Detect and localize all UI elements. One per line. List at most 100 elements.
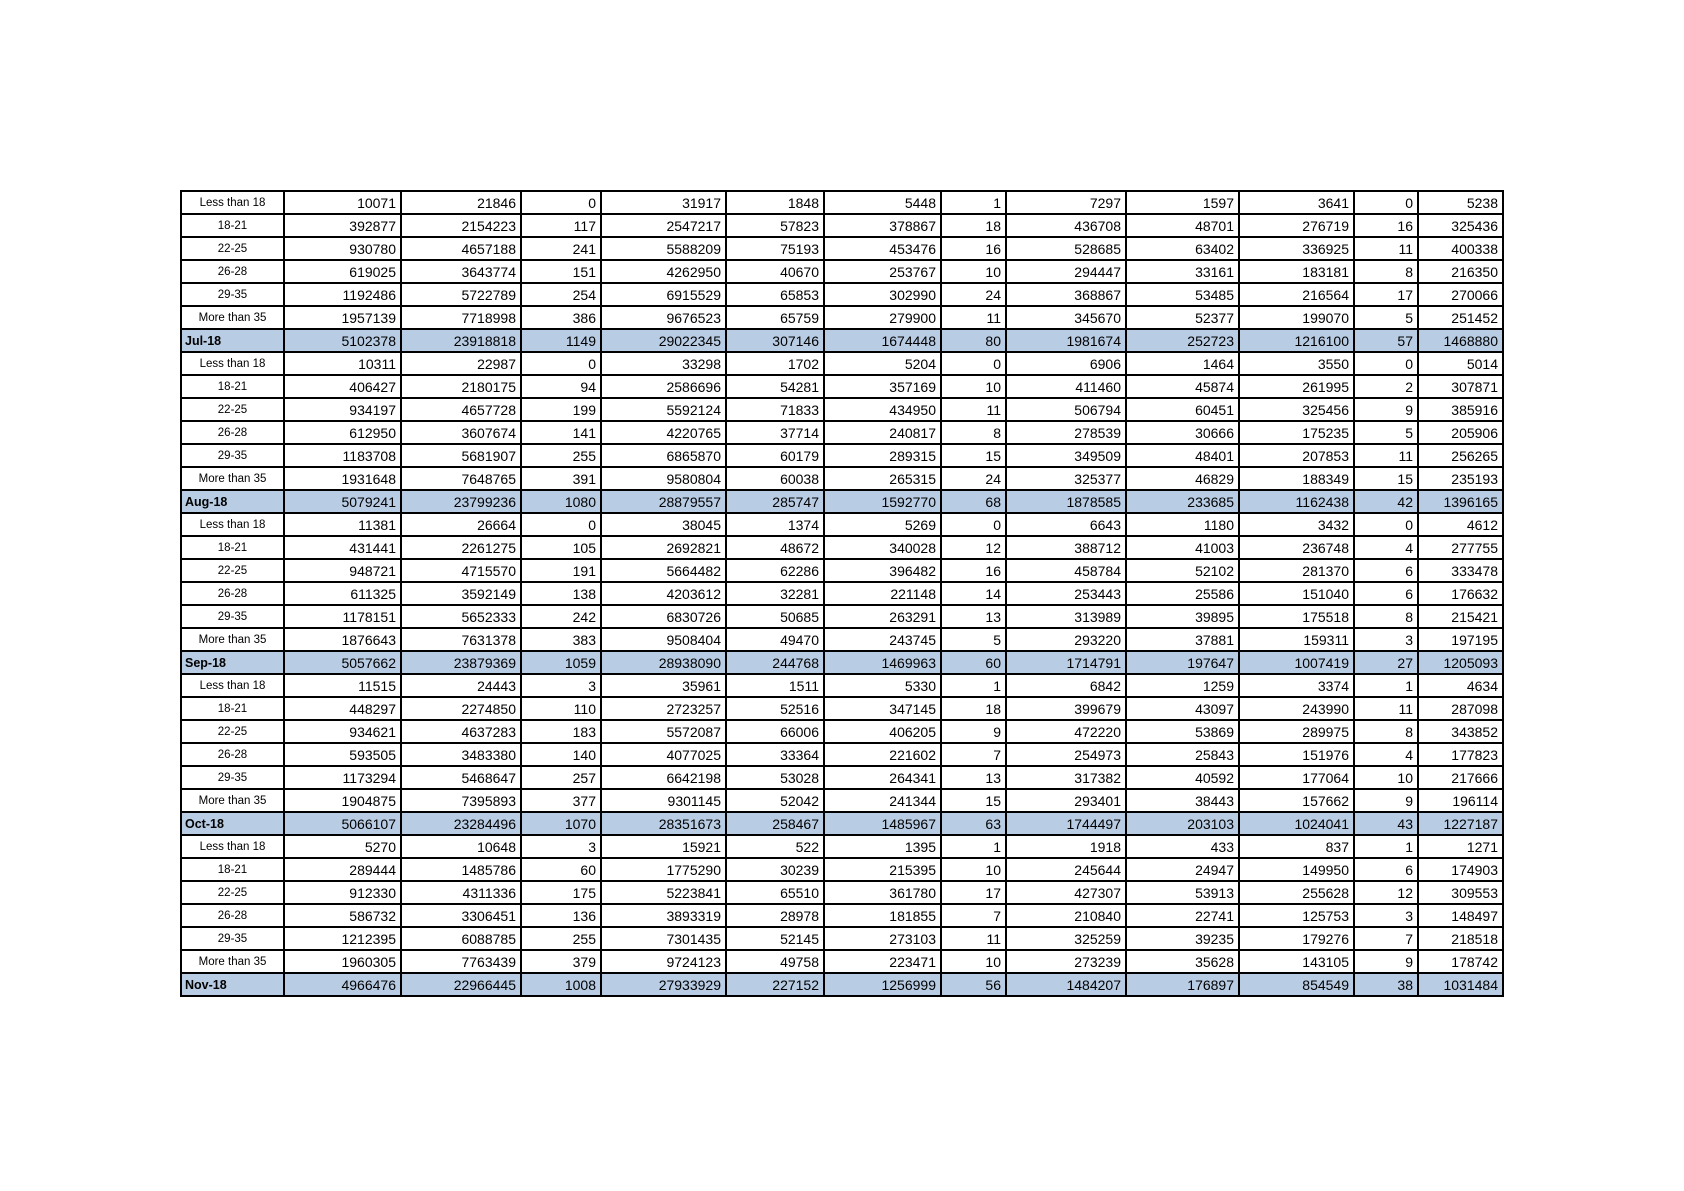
month-total-value-cell: 233685: [1125, 489, 1240, 514]
age-group-row: 22-25 934197 4657728 199 5592124 71833 434950 1…: [180, 397, 1504, 422]
data-value-cell: 3: [520, 673, 602, 698]
data-value-cell: 448297: [283, 696, 402, 721]
data-value-cell: 1212395: [283, 926, 402, 951]
data-value-cell: 7763439: [400, 949, 522, 974]
data-value-cell: 17: [1353, 282, 1419, 307]
data-value-cell: 273239: [1005, 949, 1127, 974]
data-value-cell: 33298: [600, 351, 727, 376]
data-value-cell: 52145: [725, 926, 825, 951]
data-value-cell: 17: [940, 880, 1007, 905]
data-value-cell: 9: [1353, 949, 1419, 974]
data-value-cell: 7297: [1005, 190, 1127, 215]
age-group-label-cell: More than 35: [180, 305, 285, 330]
data-value-cell: 11: [940, 397, 1007, 422]
month-total-value-cell: 27: [1353, 650, 1419, 675]
data-value-cell: 38045: [600, 512, 727, 537]
data-value-cell: 385916: [1417, 397, 1504, 422]
data-value-cell: 9: [1353, 397, 1419, 422]
age-group-row: 22-25 912330 4311336 175 5223841 65510 361780 1…: [180, 880, 1504, 905]
data-value-cell: 2586696: [600, 374, 727, 399]
data-value-cell: 175235: [1238, 420, 1355, 445]
data-value-cell: 52377: [1125, 305, 1240, 330]
data-value-cell: 177823: [1417, 742, 1504, 767]
month-total-value-cell: 1592770: [823, 489, 942, 514]
data-value-cell: 2723257: [600, 696, 727, 721]
data-value-cell: 39235: [1125, 926, 1240, 951]
data-value-cell: 243745: [823, 627, 942, 652]
data-value-cell: 49470: [725, 627, 825, 652]
data-value-cell: 1271: [1417, 834, 1504, 859]
data-value-cell: 5592124: [600, 397, 727, 422]
data-value-cell: 183: [520, 719, 602, 744]
data-value-cell: 368867: [1005, 282, 1127, 307]
data-value-cell: 377: [520, 788, 602, 813]
data-value-cell: 11381: [283, 512, 402, 537]
data-value-cell: 7: [940, 742, 1007, 767]
data-value-cell: 179276: [1238, 926, 1355, 951]
data-value-cell: 309553: [1417, 880, 1504, 905]
data-value-cell: 278539: [1005, 420, 1127, 445]
age-group-label-cell: Less than 18: [180, 834, 285, 859]
data-value-cell: 12: [940, 535, 1007, 560]
data-value-cell: 216564: [1238, 282, 1355, 307]
data-value-cell: 912330: [283, 880, 402, 905]
age-group-row: 22-25 934621 4637283 183 5572087 66006 406205 9…: [180, 719, 1504, 744]
data-value-cell: 289444: [283, 857, 402, 882]
data-value-cell: 197195: [1417, 627, 1504, 652]
data-value-cell: 6: [1353, 581, 1419, 606]
month-total-value-cell: 57: [1353, 328, 1419, 353]
data-value-cell: 427307: [1005, 880, 1127, 905]
data-value-cell: 8: [1353, 604, 1419, 629]
data-value-cell: 3306451: [400, 903, 522, 928]
data-value-cell: 10: [940, 259, 1007, 284]
data-value-cell: 9724123: [600, 949, 727, 974]
data-value-cell: 1702: [725, 351, 825, 376]
data-value-cell: 15: [940, 788, 1007, 813]
month-label-cell: Jul-18: [180, 328, 285, 353]
data-value-cell: 5681907: [400, 443, 522, 468]
data-value-cell: 1374: [725, 512, 825, 537]
data-value-cell: 236748: [1238, 535, 1355, 560]
data-value-cell: 6865870: [600, 443, 727, 468]
month-total-value-cell: 28938090: [600, 650, 727, 675]
age-group-label-cell: 22-25: [180, 558, 285, 583]
data-value-cell: 325377: [1005, 466, 1127, 491]
data-value-cell: 1192486: [283, 282, 402, 307]
month-total-value-cell: 1484207: [1005, 972, 1127, 997]
data-value-cell: 1775290: [600, 857, 727, 882]
data-value-cell: 11: [940, 926, 1007, 951]
data-value-cell: 18: [940, 696, 1007, 721]
data-value-cell: 9676523: [600, 305, 727, 330]
age-group-row: 29-35 1192486 5722789 254 6915529 65853 302990…: [180, 282, 1504, 307]
month-total-value-cell: 23284496: [400, 811, 522, 836]
age-group-label-cell: More than 35: [180, 788, 285, 813]
data-value-cell: 307871: [1417, 374, 1504, 399]
data-value-cell: 117: [520, 213, 602, 238]
data-value-cell: 386: [520, 305, 602, 330]
data-value-cell: 6830726: [600, 604, 727, 629]
data-value-cell: 32281: [725, 581, 825, 606]
data-value-cell: 52102: [1125, 558, 1240, 583]
data-value-cell: 436708: [1005, 213, 1127, 238]
data-value-cell: 837: [1238, 834, 1355, 859]
data-value-cell: 1918: [1005, 834, 1127, 859]
data-value-cell: 33364: [725, 742, 825, 767]
data-value-cell: 43097: [1125, 696, 1240, 721]
age-group-label-cell: 22-25: [180, 880, 285, 905]
month-total-value-cell: 1878585: [1005, 489, 1127, 514]
data-value-cell: 619025: [283, 259, 402, 284]
data-value-cell: 264341: [823, 765, 942, 790]
data-value-cell: 325436: [1417, 213, 1504, 238]
month-total-value-cell: 1396165: [1417, 489, 1504, 514]
age-group-row: 18-21 448297 2274850 110 2723257 52516 347145 1…: [180, 696, 1504, 721]
data-value-cell: 263291: [823, 604, 942, 629]
data-value-cell: 1931648: [283, 466, 402, 491]
data-value-cell: 46829: [1125, 466, 1240, 491]
data-value-cell: 2547217: [600, 213, 727, 238]
data-value-cell: 383: [520, 627, 602, 652]
data-value-cell: 9: [1353, 788, 1419, 813]
data-value-cell: 25843: [1125, 742, 1240, 767]
data-value-cell: 391: [520, 466, 602, 491]
data-value-cell: 340028: [823, 535, 942, 560]
age-group-row: 26-28 612950 3607674 141 4220765 37714 240817 8…: [180, 420, 1504, 445]
